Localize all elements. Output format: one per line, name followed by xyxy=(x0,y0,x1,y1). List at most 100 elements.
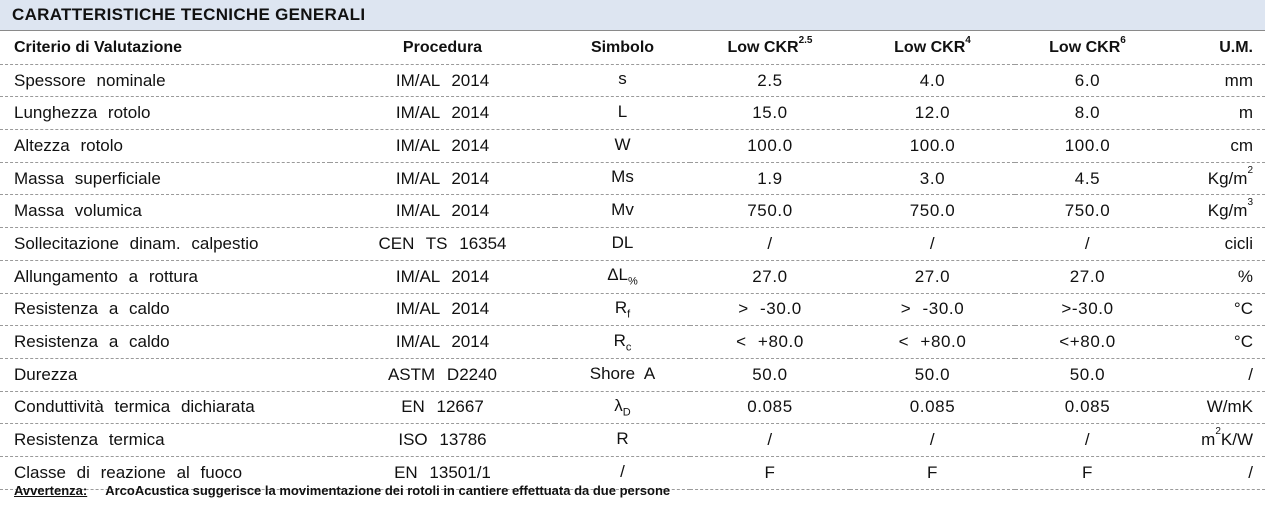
cell-criterio: Massa superficiale xyxy=(0,162,330,196)
header-procedura: Procedura xyxy=(330,32,555,65)
header-col2-base: Low CKR xyxy=(894,38,966,56)
cell-low-ckr-4: 3.0 xyxy=(850,162,1015,196)
cell-low-ckr-4: 100.0 xyxy=(850,129,1015,163)
cell-criterio: Allungamento a rottura xyxy=(0,260,330,294)
cell-low-ckr-2-5: F xyxy=(690,456,850,490)
unit-superscript: 2 xyxy=(1247,164,1253,176)
unit-base: Kg/m xyxy=(1207,201,1248,221)
symbol-text: R xyxy=(613,330,626,350)
cell-um: Kg/m2 xyxy=(1160,162,1265,196)
unit-base: / xyxy=(1248,364,1253,384)
cell-low-ckr-4: 27.0 xyxy=(850,260,1015,294)
symbol-subscript: D xyxy=(622,406,631,419)
cell-um: / xyxy=(1160,358,1265,392)
cell-criterio: Classe di reazione al fuoco xyxy=(0,456,330,490)
cell-low-ckr-6: 0.085 xyxy=(1015,391,1160,425)
table-row: Classe di reazione al fuoco EN 13501/1/F F… xyxy=(0,456,1265,490)
cell-simbolo: Rc xyxy=(555,325,690,359)
cell-um: m xyxy=(1160,96,1265,131)
cell-criterio: Massa volumica xyxy=(0,194,330,229)
cell-procedura: CEN TS 16354 xyxy=(330,227,555,261)
cell-criterio: Durezza xyxy=(0,358,330,392)
cell-procedura: ASTM D2240 xyxy=(330,358,555,392)
symbol-text: Ms xyxy=(611,167,634,187)
table-row: Altezza rotolo IM/AL 2014 W 100.0 100.0 100.0… xyxy=(0,129,1265,163)
cell-procedura: IM/AL 2014 xyxy=(330,293,555,327)
table-row: Resistenza a caldo IM/AL 2014 Rc < +80.0 < +… xyxy=(0,325,1265,359)
cell-low-ckr-2-5: / xyxy=(690,227,850,261)
cell-low-ckr-2-5: 50.0 xyxy=(690,358,850,392)
specs-table: Criterio di Valutazione Procedura Simbol… xyxy=(0,32,1265,490)
unit-superscript: 2 xyxy=(1215,426,1221,438)
unit-base: °C xyxy=(1233,299,1253,319)
cell-low-ckr-2-5: 0.085 xyxy=(690,391,850,425)
cell-low-ckr-4: 750.0 xyxy=(850,194,1015,229)
header-col1-sup: 2.5 xyxy=(798,34,813,46)
cell-low-ckr-6: 100.0 xyxy=(1015,129,1160,163)
symbol-text: / xyxy=(620,461,625,481)
header-col1-base: Low CKR xyxy=(727,38,799,56)
section-title-bar: CARATTERISTICHE TECNICHE GENERALI xyxy=(0,0,1265,31)
section-title: CARATTERISTICHE TECNICHE GENERALI xyxy=(12,5,366,24)
cell-simbolo: DL xyxy=(555,227,690,261)
symbol-text: Mv xyxy=(611,200,634,220)
cell-low-ckr-6: 750.0 xyxy=(1015,194,1160,229)
symbol-subscript: f xyxy=(627,308,631,321)
cell-low-ckr-4: 0.085 xyxy=(850,391,1015,425)
cell-criterio: Resistenza termica xyxy=(0,423,330,457)
table-row: Resistenza a caldo IM/AL 2014 Rf > -30.0 > -… xyxy=(0,293,1265,327)
cell-um: % xyxy=(1160,260,1265,294)
cell-procedura: IM/AL 2014 xyxy=(330,162,555,196)
cell-criterio: Resistenza a caldo xyxy=(0,325,330,359)
cell-simbolo: Ms xyxy=(555,162,690,196)
symbol-text: s xyxy=(618,69,627,89)
unit-base: cicli xyxy=(1224,233,1253,253)
header-criterio: Criterio di Valutazione xyxy=(0,32,330,65)
symbol-text: R xyxy=(614,298,628,318)
unit-base: % xyxy=(1237,266,1253,286)
cell-low-ckr-4: 12.0 xyxy=(850,96,1015,131)
cell-low-ckr-2-5: 15.0 xyxy=(690,96,850,131)
cell-low-ckr-6: 27.0 xyxy=(1015,260,1160,294)
cell-simbolo: L xyxy=(555,96,690,131)
cell-simbolo: Mv xyxy=(555,194,690,229)
symbol-text: ΔL xyxy=(607,265,629,285)
unit-base: m xyxy=(1238,103,1253,123)
cell-simbolo: ΔL% xyxy=(555,260,690,294)
cell-low-ckr-6: 50.0 xyxy=(1015,358,1160,392)
table-row: Durezza ASTM D2240 Shore A 50.0 50.0 50.0/ xyxy=(0,358,1265,392)
cell-low-ckr-6: / xyxy=(1015,423,1160,457)
table-row: Resistenza termica ISO 13786 R / / / m2K/W xyxy=(0,423,1265,457)
cell-low-ckr-2-5: 750.0 xyxy=(690,194,850,229)
cell-criterio: Lunghezza rotolo xyxy=(0,96,330,131)
cell-low-ckr-4: < +80.0 xyxy=(850,325,1015,359)
cell-low-ckr-4: F xyxy=(850,456,1015,490)
unit-tail: K/W xyxy=(1220,430,1253,450)
cell-simbolo: s xyxy=(555,64,690,98)
header-col3-base: Low CKR xyxy=(1049,38,1121,56)
table-row: Spessore nominale IM/AL 2014 s 2.5 4.0 6.0 mm xyxy=(0,64,1265,98)
cell-simbolo: W xyxy=(555,129,690,163)
cell-procedura: EN 13501/1 xyxy=(330,456,555,490)
cell-low-ckr-6: <+80.0 xyxy=(1015,325,1160,359)
cell-um: W/mK xyxy=(1160,391,1265,425)
symbol-subscript: c xyxy=(625,341,632,354)
cell-procedura: IM/AL 2014 xyxy=(330,64,555,98)
unit-base: °C xyxy=(1233,332,1253,352)
table-row: Lunghezza rotolo IM/AL 2014 L 15.0 12.0 8.0 m xyxy=(0,96,1265,131)
cell-low-ckr-4: / xyxy=(850,227,1015,261)
cell-simbolo: λD xyxy=(555,391,690,425)
cell-criterio: Altezza rotolo xyxy=(0,129,330,163)
table-row: Conduttività termica dichiarata EN 12667 λ… xyxy=(0,391,1265,425)
cell-low-ckr-2-5: 2.5 xyxy=(690,64,850,98)
cell-um: cm xyxy=(1160,129,1265,163)
table-row: Massa superficiale IM/AL 2014 Ms 1.9 3.0 4.5 K… xyxy=(0,162,1265,196)
symbol-text: L xyxy=(617,102,628,122)
cell-procedura: IM/AL 2014 xyxy=(330,325,555,359)
cell-simbolo: / xyxy=(555,456,690,490)
cell-low-ckr-4: 50.0 xyxy=(850,358,1015,392)
unit-base: cm xyxy=(1230,135,1253,155)
cell-low-ckr-6: F xyxy=(1015,456,1160,490)
cell-um: m2K/W xyxy=(1160,423,1265,457)
cell-low-ckr-6: >-30.0 xyxy=(1015,293,1160,327)
